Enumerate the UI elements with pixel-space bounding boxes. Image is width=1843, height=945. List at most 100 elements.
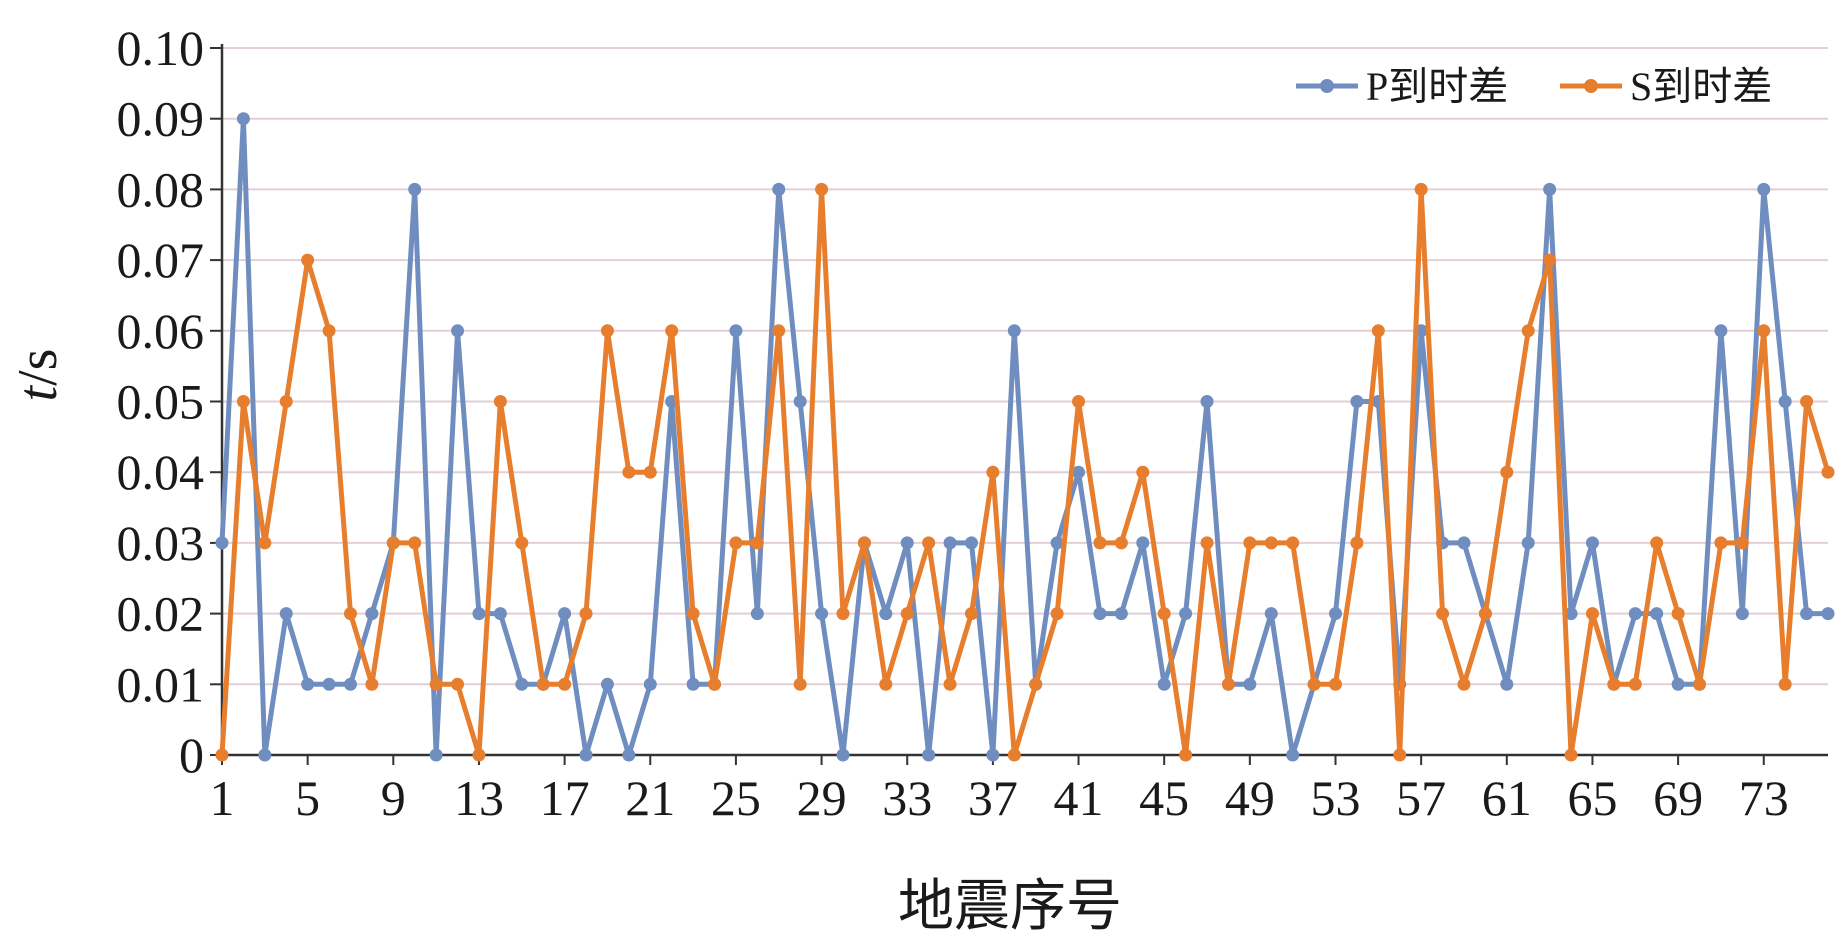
data-point bbox=[1714, 324, 1728, 338]
y-tick-label: 0.03 bbox=[117, 515, 205, 571]
y-tick-label: 0.01 bbox=[117, 656, 205, 712]
data-point bbox=[1157, 677, 1171, 691]
data-point bbox=[900, 607, 914, 621]
data-point bbox=[729, 536, 743, 550]
data-point bbox=[922, 748, 936, 762]
data-point bbox=[622, 465, 636, 479]
data-point bbox=[215, 536, 229, 550]
data-point bbox=[836, 607, 850, 621]
data-point bbox=[1136, 536, 1150, 550]
data-point bbox=[1585, 607, 1599, 621]
data-point bbox=[1200, 395, 1214, 408]
data-point bbox=[1007, 748, 1021, 762]
x-tick-label: 61 bbox=[1482, 770, 1532, 826]
data-point bbox=[1029, 677, 1043, 691]
data-point bbox=[1264, 536, 1278, 550]
data-point bbox=[1564, 748, 1578, 762]
data-point bbox=[1157, 607, 1171, 621]
data-point bbox=[515, 536, 529, 550]
y-axis-title-unit: /s bbox=[7, 349, 69, 386]
data-point bbox=[1521, 536, 1535, 550]
data-point bbox=[472, 748, 486, 762]
data-point bbox=[279, 607, 293, 621]
data-point bbox=[1093, 607, 1107, 621]
data-point bbox=[493, 607, 507, 621]
data-point bbox=[1585, 536, 1599, 550]
data-point bbox=[1050, 536, 1064, 550]
data-point bbox=[686, 607, 700, 621]
data-point bbox=[1179, 607, 1193, 621]
data-point bbox=[1628, 607, 1642, 621]
y-tick-label: 0.02 bbox=[117, 586, 205, 642]
x-tick-label: 73 bbox=[1739, 770, 1789, 826]
data-point bbox=[1714, 536, 1728, 550]
series-1 bbox=[215, 112, 1835, 762]
legend-label: S到时差 bbox=[1630, 64, 1772, 109]
data-point bbox=[386, 536, 400, 550]
data-point bbox=[815, 607, 829, 621]
data-point bbox=[600, 324, 614, 338]
data-point bbox=[1136, 465, 1150, 479]
data-point bbox=[1007, 324, 1021, 338]
data-point bbox=[1800, 395, 1814, 408]
data-point bbox=[1478, 607, 1492, 621]
x-tick-label: 25 bbox=[711, 770, 761, 826]
x-tick-label: 21 bbox=[625, 770, 675, 826]
data-point bbox=[815, 182, 829, 196]
data-point bbox=[1607, 677, 1621, 691]
data-point bbox=[986, 748, 1000, 762]
data-point bbox=[1093, 536, 1107, 550]
data-point bbox=[1393, 748, 1407, 762]
data-point bbox=[793, 395, 807, 408]
data-point bbox=[1628, 677, 1642, 691]
data-point bbox=[236, 395, 250, 408]
data-point bbox=[643, 677, 657, 691]
data-point bbox=[1521, 324, 1535, 338]
data-point bbox=[1286, 748, 1300, 762]
data-point bbox=[1543, 182, 1557, 196]
legend-item-2: S到时差 bbox=[1560, 64, 1772, 109]
data-point bbox=[515, 677, 529, 691]
data-point bbox=[1800, 607, 1814, 621]
data-point bbox=[1414, 182, 1428, 196]
data-point bbox=[1821, 607, 1835, 621]
data-point bbox=[708, 677, 722, 691]
data-point bbox=[772, 182, 786, 196]
data-point bbox=[408, 182, 422, 196]
y-tick-label: 0.07 bbox=[117, 232, 205, 288]
legend: P到时差 S到时差 bbox=[1296, 64, 1772, 109]
data-point bbox=[472, 607, 486, 621]
data-point bbox=[1650, 536, 1664, 550]
data-point bbox=[772, 324, 786, 338]
data-point bbox=[1778, 677, 1792, 691]
y-axis-title-italic: t bbox=[7, 384, 69, 401]
data-point bbox=[1328, 677, 1342, 691]
legend-marker bbox=[1584, 79, 1598, 93]
data-point bbox=[729, 324, 743, 338]
data-point bbox=[750, 607, 764, 621]
data-point bbox=[258, 748, 272, 762]
data-point bbox=[964, 536, 978, 550]
x-tick-label: 33 bbox=[882, 770, 932, 826]
data-point bbox=[1735, 607, 1749, 621]
data-point bbox=[600, 677, 614, 691]
data-point bbox=[343, 677, 357, 691]
data-point bbox=[1114, 536, 1128, 550]
gridlines bbox=[222, 47, 1828, 686]
data-point bbox=[1821, 465, 1835, 479]
series-2 bbox=[215, 182, 1835, 762]
data-point bbox=[879, 607, 893, 621]
data-point bbox=[343, 607, 357, 621]
data-point bbox=[579, 607, 593, 621]
data-point bbox=[1671, 677, 1685, 691]
data-point bbox=[1328, 607, 1342, 621]
legend-label: P到时差 bbox=[1366, 64, 1508, 109]
y-axis-title: t/s bbox=[7, 349, 69, 402]
data-point bbox=[665, 324, 679, 338]
data-point bbox=[451, 677, 465, 691]
x-tick-label: 41 bbox=[1054, 770, 1104, 826]
data-point bbox=[1200, 536, 1214, 550]
y-tick-label: 0.10 bbox=[117, 20, 205, 76]
data-point bbox=[1543, 253, 1557, 267]
